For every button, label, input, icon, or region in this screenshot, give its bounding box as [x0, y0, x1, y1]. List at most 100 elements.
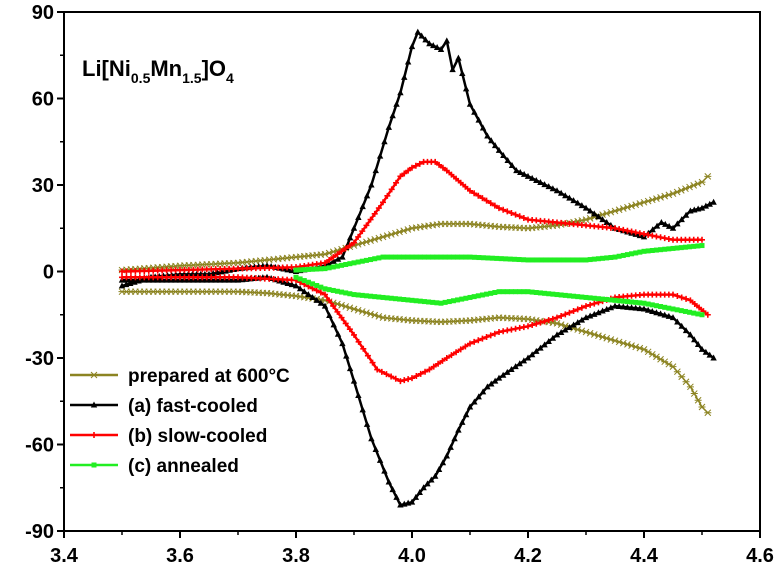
y-tick-label: 90: [32, 2, 54, 24]
data-point: [586, 312, 594, 319]
data-point: [339, 262, 345, 268]
data-point: [645, 231, 652, 238]
data-point: [397, 254, 403, 260]
y-tick-label: 30: [32, 175, 54, 197]
y-tick-label: 0: [43, 262, 54, 284]
plot-axes: [57, 11, 761, 538]
data-point: [318, 266, 324, 272]
data-point: [533, 290, 539, 296]
data-point: [459, 70, 466, 77]
data-point: [326, 297, 333, 304]
data-point: [401, 297, 407, 303]
data-point: [284, 279, 291, 286]
data-point: [451, 435, 458, 442]
data-point: [447, 443, 454, 450]
data-point: [424, 480, 431, 487]
data-point: [462, 85, 470, 92]
data-point: [533, 347, 540, 354]
data-point: [534, 257, 540, 263]
data-point: [504, 368, 511, 375]
data-point: [704, 409, 712, 417]
data-point: [649, 232, 656, 239]
data-point: [301, 267, 307, 273]
data-point: [658, 218, 665, 225]
data-point: [334, 263, 340, 269]
data-point: [566, 194, 573, 201]
data-point: [297, 267, 303, 273]
data-point: [330, 287, 336, 293]
data-point: [401, 170, 408, 177]
data-point: [359, 406, 366, 413]
data-point: [417, 370, 424, 377]
data-point: [561, 257, 567, 263]
data-point: [583, 294, 589, 300]
chart-title: Li[Ni0.5Mn1.5]O4: [82, 56, 234, 86]
data-point: [557, 189, 565, 196]
data-point: [372, 167, 379, 174]
data-point: [665, 312, 673, 319]
data-point: [574, 306, 581, 313]
data-point: [310, 281, 316, 287]
data-point: [309, 285, 316, 292]
data-point: [438, 254, 444, 260]
data-point: [334, 255, 342, 262]
data-point: [405, 376, 412, 383]
data-point: [595, 309, 602, 316]
legend-marker: [91, 432, 97, 438]
data-point: [574, 257, 580, 263]
data-point: [414, 28, 421, 35]
data-point: [533, 320, 540, 327]
data-point: [537, 179, 544, 186]
data-point: [579, 294, 585, 300]
data-point: [450, 298, 456, 304]
data-point: [674, 293, 681, 300]
data-point: [355, 292, 361, 298]
data-point: [565, 257, 571, 263]
data-point: [436, 161, 443, 168]
data-point: [674, 318, 681, 325]
x-tick-label: 4.0: [398, 545, 426, 567]
data-point: [485, 255, 491, 261]
data-point: [683, 295, 690, 302]
data-point: [346, 365, 354, 372]
data-point: [512, 211, 519, 218]
data-point: [475, 192, 482, 199]
data-point: [612, 297, 618, 303]
data-point: [475, 116, 482, 123]
data-point: [185, 270, 192, 277]
data-point: [587, 301, 594, 308]
data-point: [380, 294, 386, 300]
data-point: [525, 257, 531, 263]
data-point: [416, 160, 423, 167]
data-point: [653, 233, 660, 240]
data-point: [633, 299, 639, 305]
data-point: [641, 300, 647, 306]
data-point: [687, 244, 693, 250]
data-point: [443, 167, 450, 174]
data-point: [479, 292, 485, 298]
data-point: [439, 357, 446, 364]
data-point: [503, 256, 509, 262]
data-point: [384, 192, 391, 199]
data-point: [384, 295, 390, 301]
data-point: [661, 311, 668, 318]
data-point: [554, 292, 560, 298]
data-point: [582, 314, 590, 321]
data-point: [545, 183, 552, 190]
data-point: [496, 289, 502, 295]
data-point: [682, 327, 690, 334]
data-point: [401, 377, 408, 384]
data-point: [595, 296, 601, 302]
data-point: [587, 257, 593, 263]
x-tick-label: 4.6: [746, 545, 774, 567]
data-point: [446, 254, 452, 260]
data-point: [471, 294, 477, 300]
data-point: [434, 254, 440, 260]
data-point: [608, 254, 614, 260]
data-point: [322, 291, 328, 298]
data-point: [368, 293, 374, 299]
data-point: [288, 281, 296, 288]
data-point: [364, 352, 371, 359]
data-point: [330, 257, 337, 264]
data-point: [504, 327, 511, 334]
